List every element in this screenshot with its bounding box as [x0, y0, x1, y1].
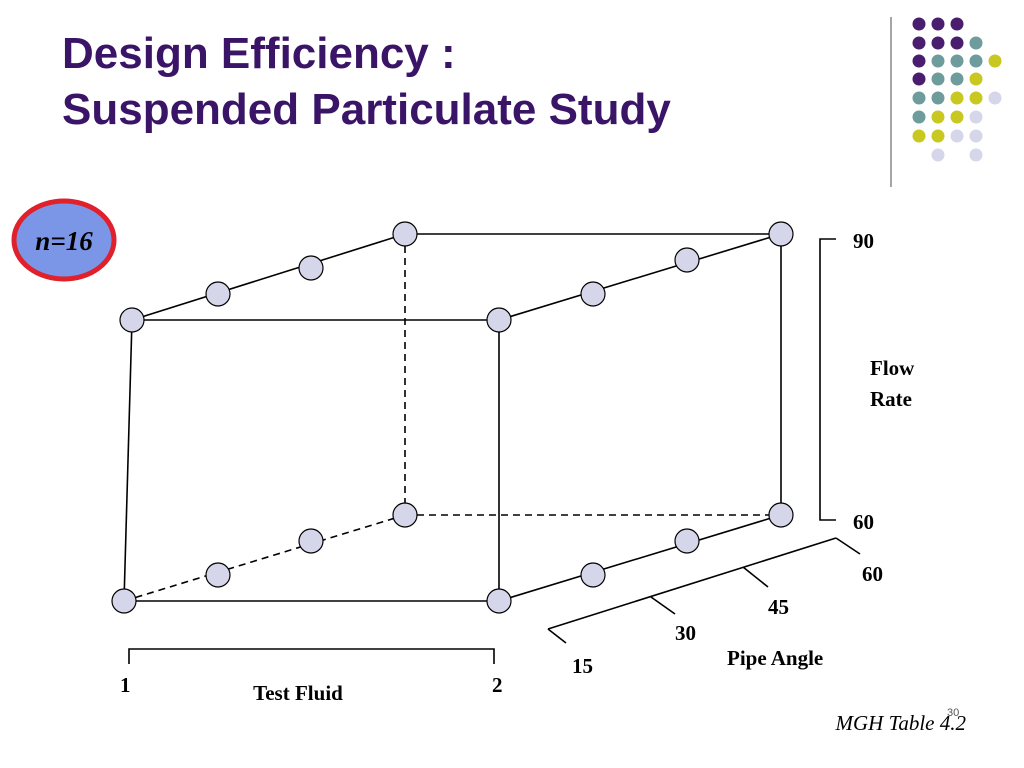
deco-dot — [988, 54, 1002, 68]
decorative-dot-grid — [912, 17, 1002, 162]
design-point — [298, 528, 324, 554]
cube-edge — [123, 319, 133, 602]
test-fluid-bracket — [128, 648, 495, 664]
design-point — [111, 588, 137, 614]
deco-dot — [969, 110, 983, 124]
design-point — [768, 502, 794, 528]
deco-dot — [912, 129, 926, 143]
flow-rate-title-line-1: Flow — [870, 356, 915, 380]
design-point — [205, 281, 231, 307]
design-point — [392, 221, 418, 247]
title-line-1: Design Efficiency : — [62, 29, 456, 78]
cube-edge — [131, 233, 406, 321]
slide-title: Design Efficiency : Suspended Particulat… — [62, 26, 671, 138]
deco-dot — [912, 54, 926, 68]
deco-dot — [931, 17, 945, 31]
pipe-angle-tick — [835, 537, 861, 555]
deco-dot — [931, 110, 945, 124]
flow-rate-bracket — [819, 238, 836, 521]
deco-dot — [912, 91, 926, 105]
pipe-angle-axis-line — [547, 537, 837, 630]
design-point — [486, 588, 512, 614]
deco-dot — [931, 148, 945, 162]
test-fluid-left-label: 1 — [120, 673, 131, 697]
deco-dot — [931, 72, 945, 86]
test-fluid-axis: 1 2 Test Fluid — [120, 648, 503, 705]
deco-dot — [950, 129, 964, 143]
design-point — [392, 502, 418, 528]
pipe-angle-axis — [547, 537, 861, 644]
deco-dot — [969, 91, 983, 105]
deco-dot — [950, 17, 964, 31]
source-footnote: MGH Table 4.2 — [835, 711, 967, 735]
pipe-angle-tick-label: 30 — [675, 621, 696, 645]
pipe-angle-tick — [547, 628, 567, 644]
deco-dot — [969, 72, 983, 86]
test-fluid-right-label: 2 — [492, 673, 503, 697]
design-point — [768, 221, 794, 247]
badge-label: n=16 — [35, 226, 93, 256]
deco-dot — [950, 110, 964, 124]
design-points — [111, 221, 794, 614]
pipe-angle-title: Pipe Angle — [727, 646, 823, 670]
design-point — [486, 307, 512, 333]
design-point — [580, 562, 606, 588]
flow-rate-high-label: 90 — [853, 229, 874, 253]
design-point — [119, 307, 145, 333]
deco-dot — [912, 72, 926, 86]
deco-dot — [950, 36, 964, 50]
design-point — [580, 281, 606, 307]
deco-dot — [931, 129, 945, 143]
deco-dot — [950, 91, 964, 105]
flow-rate-low-label: 60 — [853, 510, 874, 534]
pipe-angle-tick-label: 45 — [768, 595, 789, 619]
cube-edge-hidden — [123, 514, 406, 602]
deco-dot — [969, 54, 983, 68]
deco-dot — [969, 129, 983, 143]
pipe-angle-tick — [742, 566, 769, 588]
deco-dot — [931, 54, 945, 68]
deco-dot — [931, 36, 945, 50]
design-point — [674, 247, 700, 273]
pipe-angle-tick-label: 60 — [862, 562, 883, 586]
pipe-angle-tick — [650, 596, 676, 615]
design-point — [205, 562, 231, 588]
deco-dot — [969, 148, 983, 162]
sample-size-badge: n=16 — [11, 198, 117, 282]
deco-dot — [969, 36, 983, 50]
design-point — [298, 255, 324, 281]
cube-edge — [498, 514, 782, 602]
design-cube — [123, 233, 782, 602]
test-fluid-title: Test Fluid — [253, 681, 343, 705]
pipe-angle-tick-label: 15 — [572, 654, 593, 678]
deco-dot — [912, 17, 926, 31]
deco-dot — [988, 91, 1002, 105]
deco-dot — [912, 36, 926, 50]
page-number: 30 — [947, 707, 959, 719]
title-line-2: Suspended Particulate Study — [62, 85, 671, 134]
flow-rate-title-line-2: Rate — [870, 387, 912, 411]
deco-dot — [931, 91, 945, 105]
deco-dot — [912, 110, 926, 124]
cube-edge — [498, 233, 782, 321]
design-point — [674, 528, 700, 554]
deco-dot — [950, 72, 964, 86]
deco-dot — [950, 54, 964, 68]
flow-rate-axis: 90 60 Flow Rate — [819, 229, 915, 534]
badge-ellipse — [11, 198, 117, 282]
